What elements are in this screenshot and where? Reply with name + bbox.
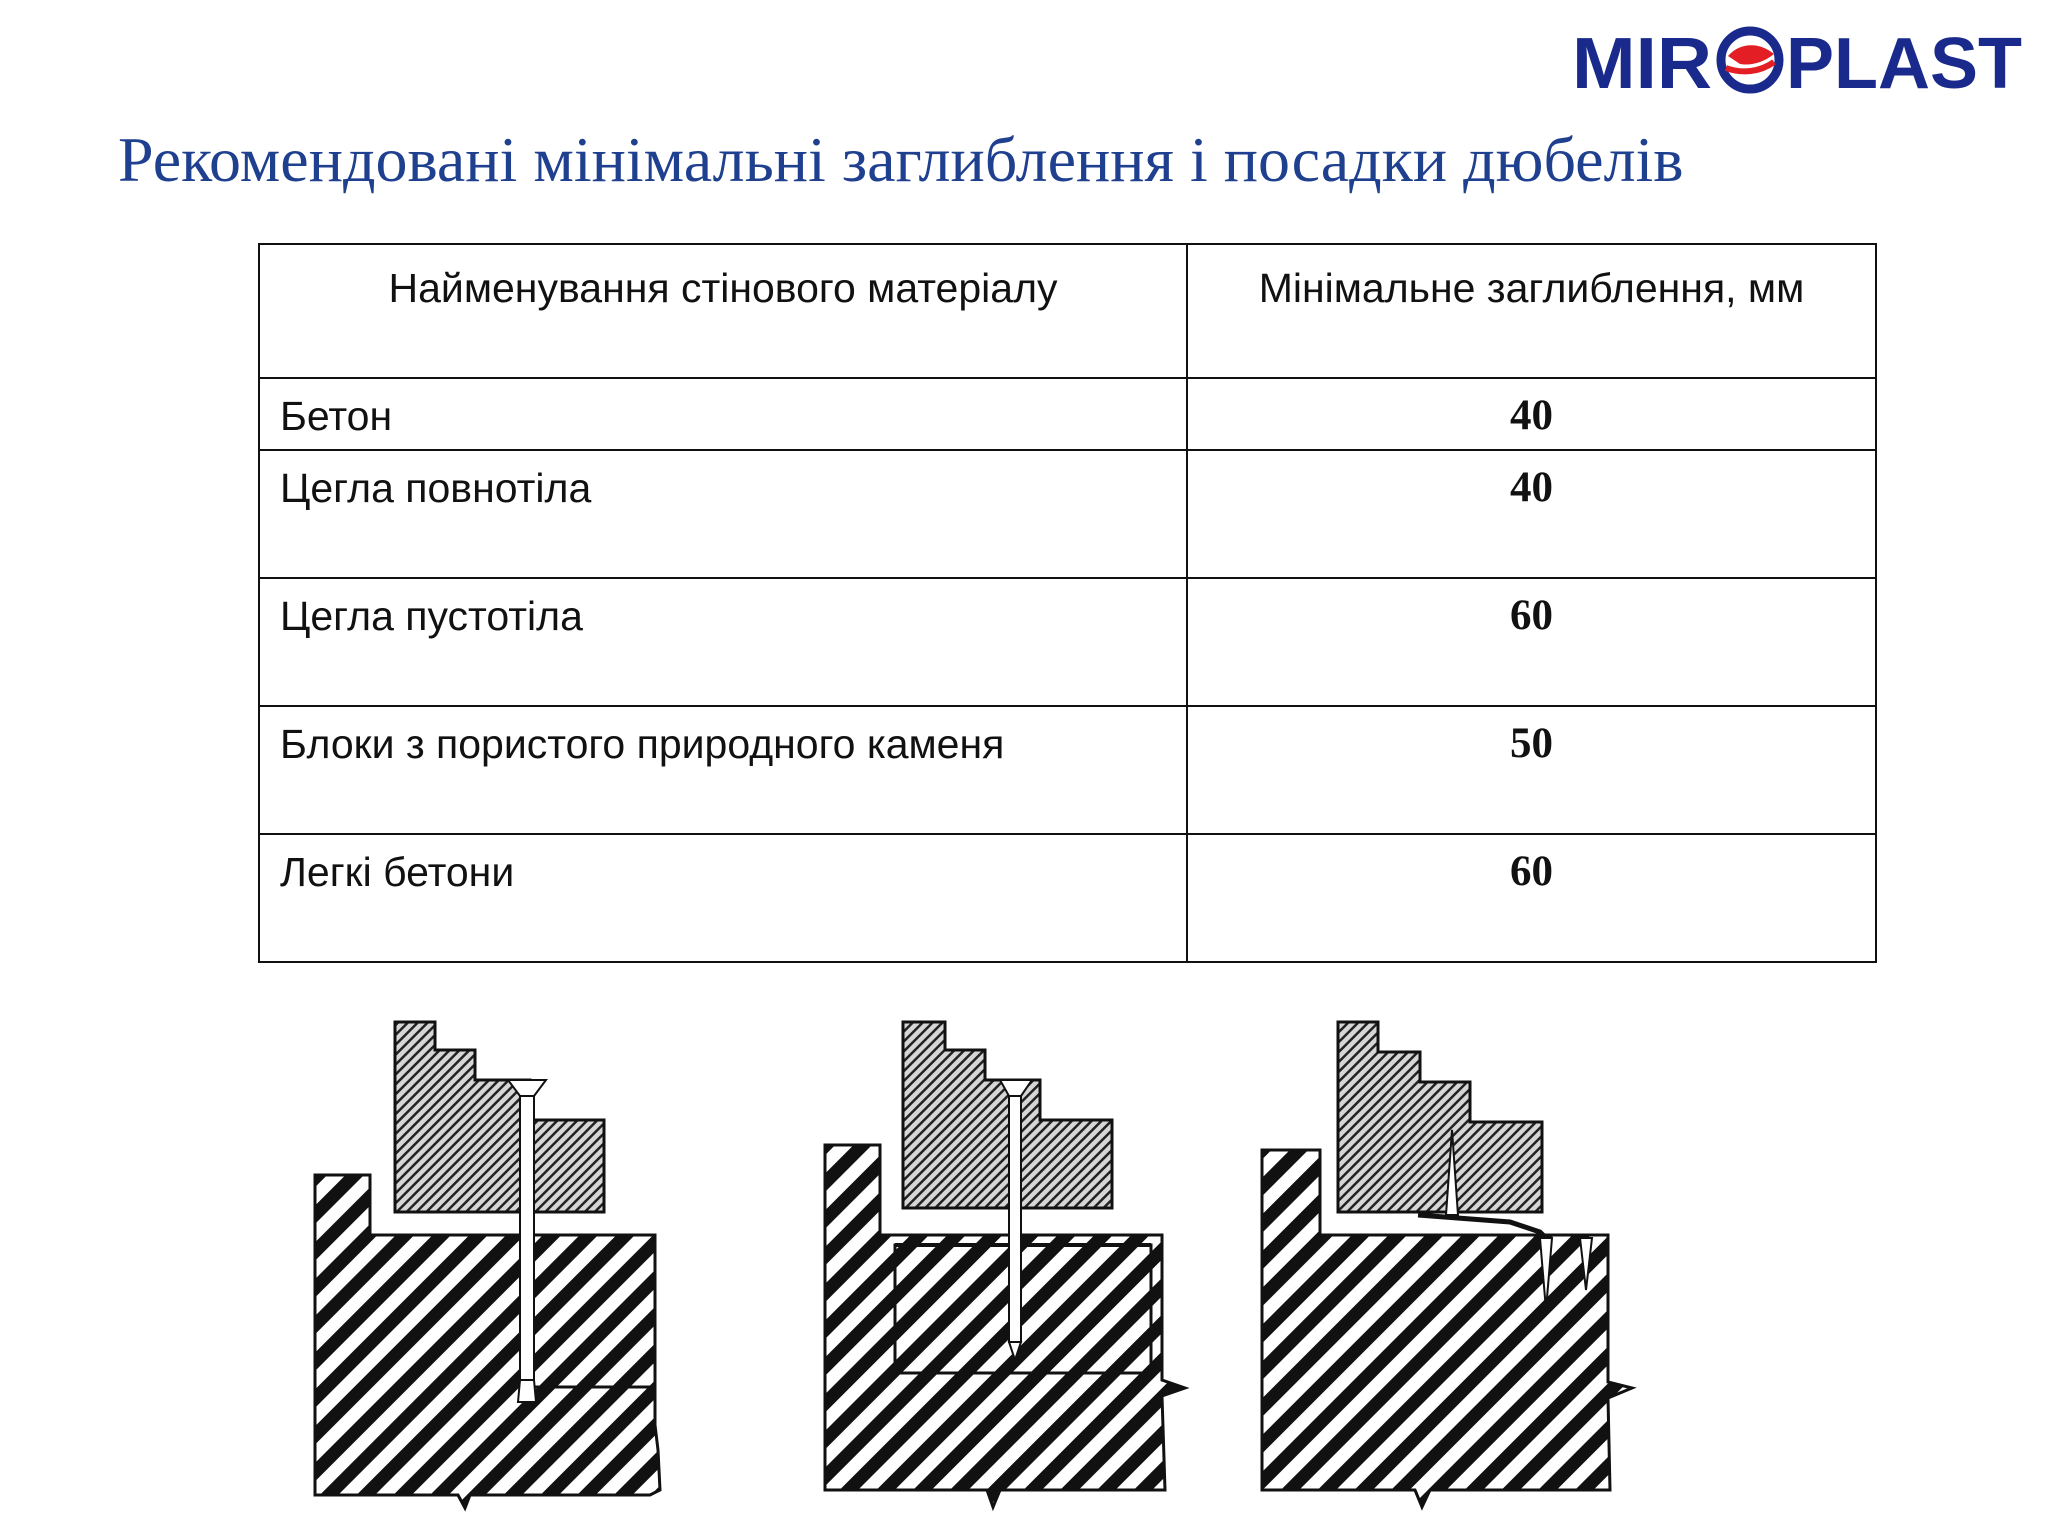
- depth-cell: 60: [1186, 833, 1877, 963]
- svg-text:PLAST: PLAST: [1786, 24, 2022, 98]
- table-row: Цегла пустотіла 60: [258, 577, 1877, 707]
- depth-cell: 50: [1186, 705, 1877, 835]
- page-title: Рекомендовані мінімальні заглиблення і п…: [118, 124, 1684, 195]
- material-cell: Блоки з пористого природного каменя: [258, 705, 1188, 835]
- dowel-illustrations: [313, 1020, 1637, 1512]
- depth-cell: 40: [1186, 449, 1877, 579]
- material-cell: Бетон: [258, 377, 1188, 451]
- table-row: Бетон 40: [258, 377, 1877, 451]
- svg-text:MIR: MIR: [1572, 24, 1712, 98]
- table-row: Блоки з пористого природного каменя 50: [258, 705, 1877, 835]
- column-header-material: Найменування стінового матеріалу: [258, 243, 1188, 379]
- material-cell: Легкі бетони: [258, 833, 1188, 963]
- table-row: Цегла повнотіла 40: [258, 449, 1877, 579]
- depth-cell: 60: [1186, 577, 1877, 707]
- illustration-porous-stone: [1260, 1020, 1637, 1511]
- table-row: Легкі бетони 60: [258, 833, 1877, 963]
- table-header-row: Найменування стінового матеріалу Мінімал…: [258, 243, 1877, 379]
- miroplast-logo: MIR PLAST: [1572, 24, 2022, 98]
- illustration-solid-wall: [313, 1020, 662, 1512]
- depth-table: Найменування стінового матеріалу Мінімал…: [258, 243, 1877, 963]
- material-cell: Цегла повнотіла: [258, 449, 1188, 579]
- material-cell: Цегла пустотіла: [258, 577, 1188, 707]
- illustration-hollow-brick: [823, 1020, 1190, 1512]
- depth-cell: 40: [1186, 377, 1877, 451]
- column-header-depth: Мінімальне заглиблення, мм: [1186, 243, 1877, 379]
